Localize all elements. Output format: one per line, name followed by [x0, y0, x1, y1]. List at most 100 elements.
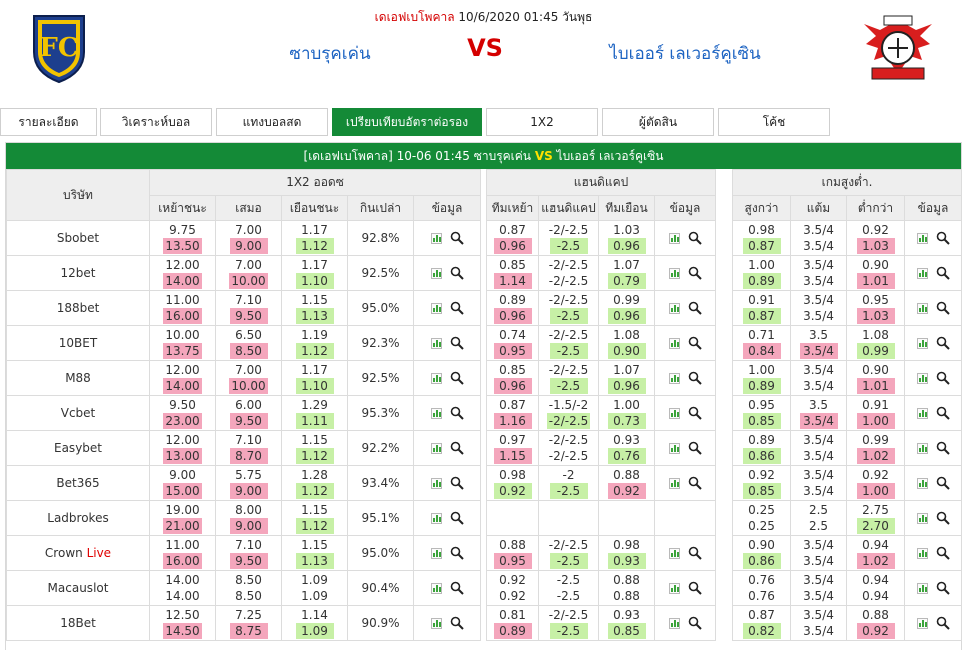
- magnifier-icon[interactable]: [936, 301, 950, 315]
- bar-chart-icon[interactable]: [916, 582, 928, 594]
- magnifier-icon[interactable]: [936, 581, 950, 595]
- company-name[interactable]: 10BET: [6, 325, 150, 361]
- hdp-home-odds-current: 0.96: [493, 378, 532, 394]
- bar-chart-icon[interactable]: [430, 267, 442, 279]
- bar-chart-icon[interactable]: [668, 407, 680, 419]
- bar-chart-icon[interactable]: [668, 582, 680, 594]
- magnifier-icon[interactable]: [936, 231, 950, 245]
- magnifier-icon[interactable]: [936, 371, 950, 385]
- magnifier-icon[interactable]: [688, 581, 702, 595]
- company-name[interactable]: Bet365: [6, 465, 150, 501]
- magnifier-icon[interactable]: [936, 546, 950, 560]
- bar-chart-icon[interactable]: [430, 232, 442, 244]
- bar-chart-icon[interactable]: [916, 337, 928, 349]
- magnifier-icon[interactable]: [450, 511, 464, 525]
- bar-chart-icon[interactable]: [916, 477, 928, 489]
- magnifier-icon[interactable]: [450, 616, 464, 630]
- tab-referee[interactable]: ผู้ตัดสิน: [602, 108, 714, 136]
- live-badge[interactable]: Live: [86, 546, 112, 560]
- bar-chart-icon[interactable]: [668, 372, 680, 384]
- magnifier-icon[interactable]: [688, 406, 702, 420]
- magnifier-icon[interactable]: [688, 546, 702, 560]
- bar-chart-icon[interactable]: [916, 372, 928, 384]
- magnifier-icon[interactable]: [936, 476, 950, 490]
- bar-chart-icon[interactable]: [430, 302, 442, 314]
- magnifier-icon[interactable]: [936, 336, 950, 350]
- magnifier-icon[interactable]: [450, 581, 464, 595]
- magnifier-icon[interactable]: [688, 476, 702, 490]
- tab-analysis[interactable]: วิเคราะห์บอล: [100, 108, 212, 136]
- bar-chart-icon[interactable]: [916, 442, 928, 454]
- magnifier-icon[interactable]: [936, 266, 950, 280]
- bar-chart-icon[interactable]: [430, 407, 442, 419]
- magnifier-icon[interactable]: [688, 231, 702, 245]
- magnifier-icon[interactable]: [688, 266, 702, 280]
- magnifier-icon[interactable]: [450, 231, 464, 245]
- bar-chart-icon[interactable]: [430, 372, 442, 384]
- bar-chart-icon[interactable]: [430, 477, 442, 489]
- bar-chart-icon[interactable]: [668, 232, 680, 244]
- magnifier-icon[interactable]: [688, 441, 702, 455]
- company-name[interactable]: M88: [6, 360, 150, 396]
- bar-chart-icon[interactable]: [916, 547, 928, 559]
- company-name[interactable]: Macauslot: [6, 570, 150, 606]
- bar-chart-icon[interactable]: [430, 617, 442, 629]
- bar-chart-icon[interactable]: [668, 337, 680, 349]
- company-name[interactable]: Crown Live: [6, 535, 150, 571]
- magnifier-icon[interactable]: [936, 441, 950, 455]
- magnifier-icon[interactable]: [450, 406, 464, 420]
- bar-chart-icon[interactable]: [916, 407, 928, 419]
- magnifier-icon[interactable]: [450, 301, 464, 315]
- company-name[interactable]: 188bet: [6, 290, 150, 326]
- bar-chart-icon[interactable]: [916, 617, 928, 629]
- hdp-line: -2/-2.5 -2.5: [538, 535, 599, 571]
- col-under: ต่ำกว่า: [846, 195, 905, 221]
- bar-chart-icon[interactable]: [668, 442, 680, 454]
- magnifier-icon[interactable]: [688, 616, 702, 630]
- home-team-name[interactable]: ซาบรุคเค่น: [289, 44, 371, 64]
- magnifier-icon[interactable]: [450, 546, 464, 560]
- bar-chart-icon[interactable]: [668, 617, 680, 629]
- company-name[interactable]: Easybet: [6, 430, 150, 466]
- bar-chart-icon[interactable]: [668, 302, 680, 314]
- bar-chart-icon[interactable]: [668, 547, 680, 559]
- bar-chart-icon[interactable]: [430, 547, 442, 559]
- company-name[interactable]: 12bet: [6, 255, 150, 291]
- company-name[interactable]: Sbobet: [6, 220, 150, 256]
- away-win-odds-open: 1.15: [301, 433, 328, 447]
- magnifier-icon[interactable]: [450, 476, 464, 490]
- bar-chart-icon[interactable]: [916, 302, 928, 314]
- company-name[interactable]: Vcbet: [6, 395, 150, 431]
- league-name[interactable]: เดเอฟเบโพคาล: [374, 10, 455, 24]
- magnifier-icon[interactable]: [688, 336, 702, 350]
- bar-chart-icon[interactable]: [916, 512, 928, 524]
- bar-chart-icon[interactable]: [916, 232, 928, 244]
- magnifier-icon[interactable]: [936, 511, 950, 525]
- magnifier-icon[interactable]: [450, 441, 464, 455]
- bar-chart-icon[interactable]: [430, 582, 442, 594]
- company-name[interactable]: 18Bet: [6, 605, 150, 641]
- draw-odds-open: 7.10: [235, 433, 262, 447]
- company-name[interactable]: Ladbrokes: [6, 500, 150, 536]
- magnifier-icon[interactable]: [936, 406, 950, 420]
- tab-details[interactable]: รายละเอียด: [0, 108, 97, 136]
- bar-chart-icon[interactable]: [916, 267, 928, 279]
- bar-chart-icon[interactable]: [430, 512, 442, 524]
- magnifier-icon[interactable]: [688, 371, 702, 385]
- under-odds-open: 1.08: [862, 328, 889, 342]
- tab-live-betting[interactable]: แทงบอลสด: [216, 108, 328, 136]
- bar-chart-icon[interactable]: [668, 477, 680, 489]
- bar-chart-icon[interactable]: [430, 337, 442, 349]
- bar-chart-icon[interactable]: [430, 442, 442, 454]
- draw-odds-open: 7.00: [235, 223, 262, 237]
- tab-odds-comparison[interactable]: เปรียบเทียบอัตราต่อรอง: [332, 108, 482, 136]
- magnifier-icon[interactable]: [688, 301, 702, 315]
- away-team-name[interactable]: ไบเออร์ เลเวอร์คูเซิน: [609, 44, 761, 64]
- bar-chart-icon[interactable]: [668, 267, 680, 279]
- tab-1x2[interactable]: 1X2: [486, 108, 598, 136]
- tab-coach[interactable]: โค้ช: [718, 108, 830, 136]
- magnifier-icon[interactable]: [450, 336, 464, 350]
- magnifier-icon[interactable]: [450, 371, 464, 385]
- magnifier-icon[interactable]: [450, 266, 464, 280]
- magnifier-icon[interactable]: [936, 616, 950, 630]
